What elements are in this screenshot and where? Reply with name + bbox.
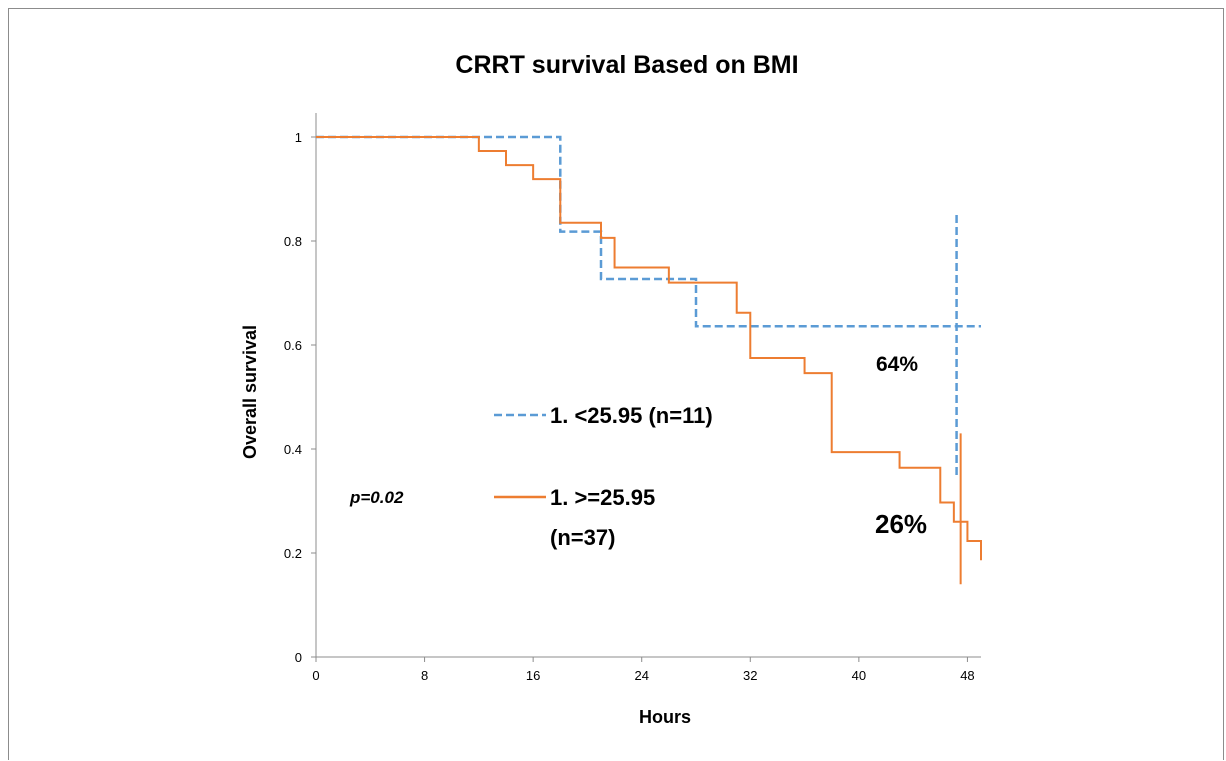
- legend-label-group2-line2: (n=37): [550, 525, 615, 550]
- km-chart: CRRT survival Based on BMI 0 8 16 24 32 40 48 …: [240, 51, 982, 727]
- x-tick-label: 0: [312, 668, 319, 683]
- km-curve-1: [316, 135, 981, 328]
- x-axis-title: Hours: [639, 707, 691, 727]
- y-tick-label: 0.4: [284, 442, 302, 457]
- y-tick-label: 1: [295, 130, 302, 145]
- x-tick-label: 8: [421, 668, 428, 683]
- y-tick-labels: 0 0.2 0.4 0.6 0.8 1: [284, 130, 316, 665]
- chart-frame: CRRT survival Based on BMI 0 8 16 24 32 40 48 …: [8, 8, 1224, 760]
- x-tick-label: 48: [960, 668, 974, 683]
- km-curve-2: [316, 136, 982, 561]
- axes: [315, 113, 981, 658]
- series-layer: [316, 135, 982, 585]
- y-tick-label: 0.2: [284, 546, 302, 561]
- legend-label-group1: 1. <25.95 (n=11): [550, 403, 713, 428]
- percent-label-group1: 64%: [876, 353, 918, 376]
- y-axis-title: Overall survival: [240, 325, 260, 459]
- y-tick-label: 0.8: [284, 234, 302, 249]
- percent-label-group2: 26%: [875, 509, 927, 539]
- x-tick-label: 24: [634, 668, 648, 683]
- x-tick-label: 32: [743, 668, 757, 683]
- y-tick-label: 0.6: [284, 338, 302, 353]
- p-value-label: p=0.02: [349, 488, 404, 507]
- x-tick-labels: 0 8 16 24 32 40 48: [312, 657, 975, 683]
- legend-label-group2: 1. >=25.95: [550, 485, 655, 510]
- x-tick-label: 40: [852, 668, 866, 683]
- legend: 1. <25.95 (n=11) 1. >=25.95 (n=37): [494, 403, 713, 550]
- x-tick-label: 16: [526, 668, 540, 683]
- chart-title: CRRT survival Based on BMI: [455, 51, 798, 79]
- y-tick-label: 0: [295, 650, 302, 665]
